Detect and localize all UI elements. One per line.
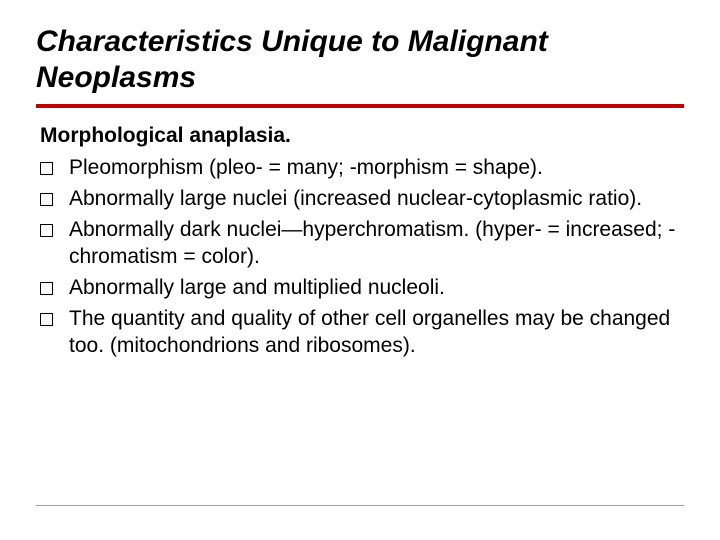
list-item: Abnormally large nuclei (increased nucle… — [40, 186, 684, 213]
square-bullet-icon — [40, 313, 53, 326]
square-bullet-icon — [40, 224, 53, 237]
bullet-text: Abnormally dark nuclei—hyperchromatism. … — [69, 217, 684, 271]
bullet-text: The quantity and quality of other cell o… — [69, 306, 684, 360]
slide-title: Characteristics Unique to Malignant Neop… — [36, 24, 684, 96]
square-bullet-icon — [40, 162, 53, 175]
bullet-text: Pleomorphism (pleo- = many; -morphism = … — [69, 155, 684, 182]
bullet-list: Pleomorphism (pleo- = many; -morphism = … — [36, 155, 684, 359]
title-underline-rule — [36, 104, 684, 108]
bullet-text: Abnormally large nuclei (increased nucle… — [69, 186, 684, 213]
square-bullet-icon — [40, 193, 53, 206]
list-item: Abnormally large and multiplied nucleoli… — [40, 275, 684, 302]
slide-container: Characteristics Unique to Malignant Neop… — [0, 0, 720, 540]
list-item: Pleomorphism (pleo- = many; -morphism = … — [40, 155, 684, 182]
subheading: Morphological anaplasia. — [36, 122, 684, 149]
list-item: Abnormally dark nuclei—hyperchromatism. … — [40, 217, 684, 271]
bottom-divider — [36, 505, 684, 506]
bullet-text: Abnormally large and multiplied nucleoli… — [69, 275, 684, 302]
list-item: The quantity and quality of other cell o… — [40, 306, 684, 360]
square-bullet-icon — [40, 282, 53, 295]
